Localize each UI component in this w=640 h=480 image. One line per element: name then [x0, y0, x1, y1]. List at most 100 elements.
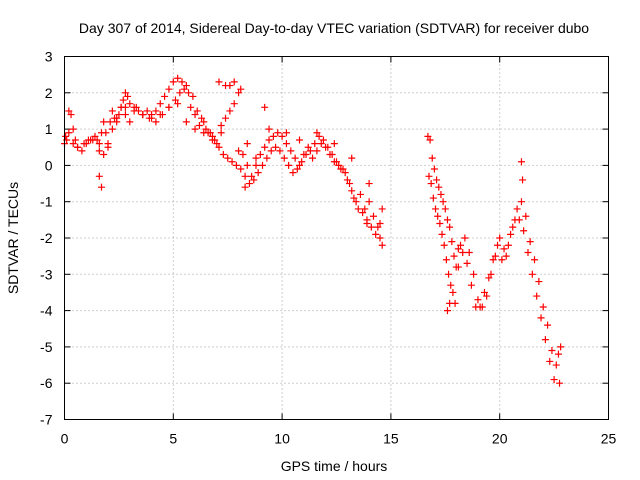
- data-point: [121, 111, 129, 119]
- data-point: [230, 78, 238, 86]
- data-point: [343, 176, 351, 184]
- data-point: [446, 223, 454, 231]
- data-point: [436, 219, 444, 227]
- data-point: [427, 180, 435, 188]
- data-point: [224, 154, 232, 162]
- tick-labels: 0 5 10 15 20 25 -7 -6 -5 -4 -3 -2 -1 0 1 2 3: [40, 49, 616, 447]
- data-point: [515, 216, 523, 224]
- data-point: [376, 234, 384, 242]
- data-point: [174, 74, 182, 82]
- data-point: [359, 209, 367, 217]
- data-point: [126, 118, 134, 126]
- data-point: [143, 107, 151, 115]
- data-point: [319, 136, 327, 144]
- data-point: [104, 143, 112, 151]
- data-point: [365, 180, 373, 188]
- data-point: [517, 158, 525, 166]
- data-point: [161, 92, 169, 100]
- data-point: [106, 118, 114, 126]
- data-point: [280, 154, 288, 162]
- data-point: [428, 154, 436, 162]
- data-point: [517, 198, 525, 206]
- data-point: [89, 136, 97, 144]
- data-point: [265, 136, 273, 144]
- data-point: [531, 256, 539, 264]
- data-point: [272, 143, 280, 151]
- data-point: [165, 103, 173, 111]
- data-point: [539, 303, 547, 311]
- data-point: [450, 252, 458, 260]
- data-point: [498, 256, 506, 264]
- data-point: [102, 129, 110, 137]
- data-point: [554, 350, 562, 358]
- data-point: [442, 256, 450, 264]
- data-point: [289, 169, 297, 177]
- data-point: [113, 114, 121, 122]
- data-point: [557, 343, 565, 351]
- data-point: [274, 129, 282, 137]
- data-point: [95, 147, 103, 155]
- data-point: [293, 165, 301, 173]
- data-point: [189, 92, 197, 100]
- data-point: [500, 245, 508, 253]
- data-point: [285, 161, 293, 169]
- data-point: [533, 292, 541, 300]
- data-point: [235, 89, 243, 97]
- data-point: [97, 183, 105, 191]
- data-point: [513, 205, 521, 213]
- data-point: [552, 361, 560, 369]
- x-tick-label: 25: [601, 431, 617, 447]
- data-point: [263, 154, 271, 162]
- data-point: [226, 107, 234, 115]
- data-point: [287, 147, 295, 155]
- data-point: [439, 198, 447, 206]
- data-point: [115, 111, 123, 119]
- data-point: [328, 151, 336, 159]
- data-point: [440, 241, 448, 249]
- data-point: [269, 132, 277, 140]
- data-point: [454, 263, 462, 271]
- data-point: [346, 180, 354, 188]
- data-point: [156, 100, 164, 108]
- data-point: [139, 111, 147, 119]
- data-point: [465, 249, 473, 257]
- data-point: [276, 147, 284, 155]
- data-point: [217, 121, 225, 129]
- data-point: [239, 151, 247, 159]
- x-tick-label: 15: [383, 431, 399, 447]
- data-point: [330, 140, 338, 148]
- data-point: [261, 143, 269, 151]
- data-point: [317, 140, 325, 148]
- data-point: [433, 176, 441, 184]
- data-point: [171, 96, 179, 104]
- data-point: [445, 270, 453, 278]
- data-point: [248, 172, 256, 180]
- data-point: [507, 230, 515, 238]
- data-point: [256, 151, 264, 159]
- data-point: [335, 161, 343, 169]
- data-point: [200, 118, 208, 126]
- data-point: [528, 270, 536, 278]
- data-point: [243, 140, 251, 148]
- data-point: [449, 288, 457, 296]
- data-point: [324, 143, 332, 151]
- data-point: [544, 321, 552, 329]
- data-point: [315, 132, 323, 140]
- data-point: [152, 107, 160, 115]
- data-point: [130, 107, 138, 115]
- data-point: [126, 100, 134, 108]
- y-tick-label: -7: [40, 412, 53, 428]
- data-point: [424, 132, 432, 140]
- data-point: [124, 92, 132, 100]
- data-point: [356, 190, 364, 198]
- data-point: [376, 219, 384, 227]
- data-point: [243, 161, 251, 169]
- data-point: [432, 205, 440, 213]
- y-tick-label: 3: [45, 49, 53, 65]
- data-point: [548, 347, 556, 355]
- data-point: [230, 100, 238, 108]
- data-point: [474, 296, 482, 304]
- data-point: [454, 245, 462, 253]
- data-point: [176, 89, 184, 97]
